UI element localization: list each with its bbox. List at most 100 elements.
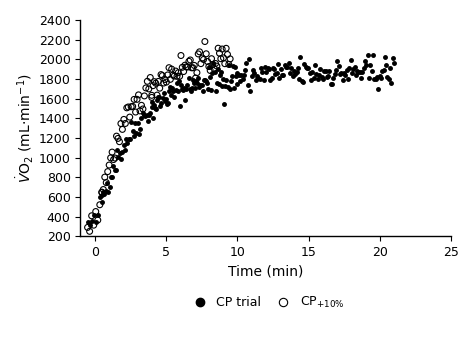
Point <box>92 219 100 225</box>
Point <box>130 132 137 138</box>
Point <box>255 76 262 81</box>
Point <box>297 54 304 59</box>
Point <box>344 76 352 82</box>
Point <box>118 149 126 155</box>
Point <box>163 101 171 106</box>
Point <box>109 149 116 155</box>
Point <box>377 75 385 81</box>
Point <box>355 69 362 75</box>
Point <box>220 101 228 106</box>
Point <box>122 136 130 142</box>
Point <box>289 73 296 79</box>
Point <box>192 78 200 84</box>
Point <box>213 63 220 69</box>
Point <box>110 157 118 163</box>
Point <box>135 131 143 137</box>
Point <box>90 222 98 228</box>
Point <box>360 66 367 71</box>
Point <box>227 56 234 62</box>
Point <box>204 87 212 92</box>
Point <box>318 74 325 80</box>
Point <box>244 82 252 88</box>
Point <box>175 79 182 84</box>
Point <box>161 98 169 104</box>
Point <box>148 104 155 109</box>
Point <box>234 70 241 76</box>
Point <box>146 75 154 80</box>
Point <box>152 80 160 86</box>
Point <box>222 45 230 51</box>
Point <box>226 86 234 92</box>
Point <box>101 174 109 180</box>
Point <box>176 103 183 109</box>
Point <box>212 89 219 94</box>
Point <box>225 62 233 67</box>
Point <box>301 61 308 67</box>
Point <box>133 96 141 102</box>
Point <box>383 74 391 80</box>
Point <box>269 65 277 71</box>
Point <box>129 128 137 134</box>
Point <box>128 119 135 125</box>
Point <box>214 45 222 51</box>
Point <box>363 62 370 68</box>
Point <box>225 62 232 67</box>
Point <box>201 77 209 83</box>
Point <box>151 79 158 85</box>
Point <box>105 162 113 168</box>
Point <box>114 135 122 141</box>
Point <box>234 81 241 87</box>
Point <box>182 86 190 92</box>
Point <box>383 62 390 68</box>
Point <box>164 72 172 78</box>
Point <box>111 167 118 173</box>
Point <box>156 104 164 109</box>
Point <box>142 85 150 91</box>
Point <box>273 70 281 76</box>
Point <box>221 61 228 67</box>
Point <box>188 65 195 71</box>
Point <box>200 77 208 83</box>
Point <box>294 66 301 71</box>
Point <box>138 115 146 121</box>
Point <box>106 185 113 190</box>
Point <box>118 126 126 132</box>
Point <box>239 76 246 82</box>
Point <box>125 136 133 142</box>
Point <box>88 213 95 219</box>
Point <box>368 68 375 74</box>
Point <box>357 75 365 81</box>
Point <box>214 66 221 72</box>
Point <box>88 218 95 223</box>
Point <box>189 65 197 71</box>
Point <box>346 66 353 71</box>
Point <box>191 85 199 90</box>
Point <box>139 110 146 116</box>
Point <box>339 77 346 83</box>
Point <box>317 67 324 72</box>
Point <box>361 58 369 64</box>
Point <box>121 148 128 153</box>
Point <box>186 87 193 92</box>
Point <box>246 88 254 93</box>
Point <box>86 222 93 228</box>
Point <box>265 66 273 72</box>
Point <box>98 192 106 198</box>
Point <box>178 86 186 92</box>
Point <box>104 189 112 195</box>
Point <box>184 64 191 70</box>
Point <box>139 106 147 112</box>
Point <box>231 64 239 70</box>
X-axis label: Time (min): Time (min) <box>228 265 303 278</box>
Point <box>158 100 165 105</box>
Point <box>172 68 180 74</box>
Y-axis label: $\dot{V}$O$_2$ (mL·min$^{-1}$): $\dot{V}$O$_2$ (mL·min$^{-1}$) <box>15 73 36 183</box>
Point <box>219 83 226 89</box>
Point <box>365 75 373 81</box>
Point <box>171 94 178 100</box>
Point <box>252 77 259 83</box>
Point <box>144 79 151 84</box>
Point <box>194 51 202 57</box>
Point <box>112 167 120 173</box>
Point <box>170 88 177 94</box>
